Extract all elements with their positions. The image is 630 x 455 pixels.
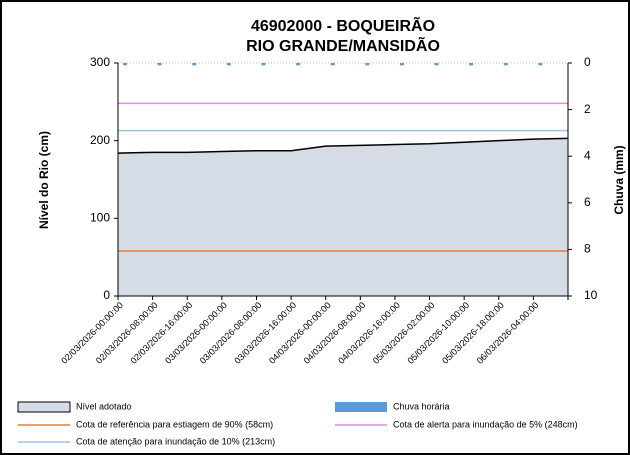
rain-bar [192, 63, 197, 66]
rain-bar [365, 63, 370, 66]
rain-bar [469, 63, 474, 66]
line [117, 137, 569, 154]
area [118, 138, 568, 296]
rain-bar [261, 63, 266, 66]
legend-label: Chuva horária [393, 401, 450, 411]
y2-tick-label: 2 [584, 102, 591, 116]
y-axis-label: Nível do Rio (cm) [37, 131, 51, 229]
legend-label: Cota de referência para estiagem de 90% … [76, 419, 273, 429]
rain-bar [123, 63, 127, 66]
y2-tick-label: 6 [584, 195, 591, 209]
legend-label: Nível adotado [76, 401, 132, 411]
y2-axis-label: Chuva (mm) [612, 145, 626, 214]
y2-tick-label: 10 [584, 288, 598, 302]
y2-tick-label: 4 [584, 148, 591, 162]
rain-bar [538, 63, 543, 66]
rain-bar [226, 63, 231, 66]
rain-bar [399, 63, 404, 66]
y-tick-label: 100 [90, 211, 110, 225]
legend-label: Cota de alerta para inundação de 5% (248… [393, 419, 578, 429]
y2-tick-label: 8 [584, 242, 591, 256]
legend-label: Cota de atenção para inundação de 10% (2… [76, 436, 275, 446]
y2-tick-label: 0 [584, 55, 591, 69]
rain-bar [157, 63, 162, 66]
y-tick-label: 0 [103, 288, 110, 302]
y-tick-label: 200 [90, 133, 110, 147]
rain-bar [503, 63, 508, 66]
rain-bar [330, 63, 335, 66]
rain-bar [434, 63, 439, 66]
legend-swatch [335, 402, 387, 412]
chart-title: RIO GRANDE/MANSIDÃO [246, 35, 440, 55]
rain-bar [296, 63, 301, 66]
legend-swatch [17, 401, 71, 413]
y-tick-label: 300 [90, 55, 110, 69]
chart-title: 46902000 - BOQUEIRÃO [251, 15, 435, 35]
